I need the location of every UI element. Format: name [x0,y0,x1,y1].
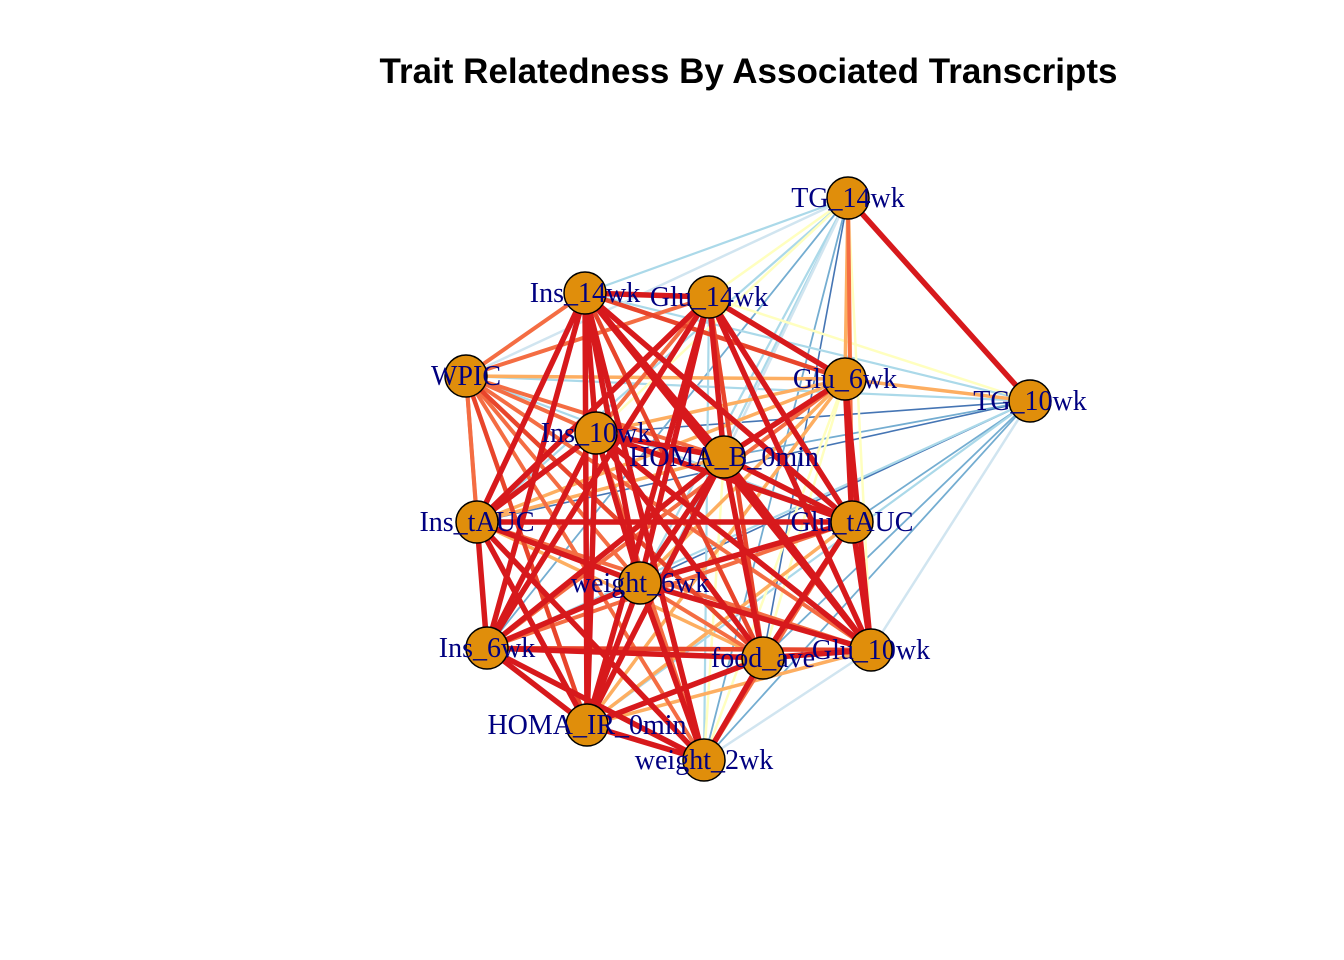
edge-TG_14wk-Ins_14wk [583,196,850,295]
node-WPIC [444,354,488,398]
edge-food_ave-HOMA_IR_0min [584,655,766,728]
edge-Glu_tAUC-HOMA_IR_0min [585,520,854,727]
node-label-Ins_tAUC: Ins_tAUC [419,507,534,538]
node-label-Ins_6wk: Ins_6wk [439,633,535,664]
edge-Glu_14wk-Ins_6wk [484,294,712,651]
node-label-weight_2wk: weight_2wk [635,745,773,776]
chart-title: Trait Relatedness By Associated Transcri… [379,52,1118,91]
node-label-TG_14wk: TG_14wk [791,183,905,214]
edge-Ins_14wk-Ins_tAUC [474,290,588,525]
node-Ins_14wk [563,271,607,315]
edge-TG_14wk-TG_10wk [845,195,1033,404]
node-Ins_10wk [574,411,618,455]
edge-Ins_14wk-Ins_6wk [484,290,588,651]
edge-Ins_6wk-weight_2wk [484,645,707,763]
edge-Ins_tAUC-weight_2wk [474,519,707,763]
node-weight_2wk [682,738,726,782]
node-Glu_10wk [849,628,893,672]
edge-TG_14wk-Glu_10wk [846,196,873,652]
edge-Glu_10wk-weight_2wk [702,648,873,762]
edge-Ins_14wk-food_ave [582,290,766,661]
node-TG_14wk [826,176,870,220]
edge-Ins_10wk-Glu_10wk [593,430,874,653]
edge-HOMA_B_0min-Glu_10wk [721,454,874,653]
node-label-weight_6wk: weight_6wk [571,568,709,599]
edge-Glu_6wk-HOMA_IR_0min [585,377,847,727]
edge-Glu_6wk-HOMA_B_0min [721,376,848,460]
edge-TG_10wk-HOMA_IR_0min [585,399,1032,727]
edge-Ins_tAUC-weight_6wk [474,519,643,586]
edge-Glu_6wk-weight_2wk [702,377,847,762]
node-label-TG_10wk: TG_10wk [973,386,1087,417]
edge-TG_14wk-HOMA_B_0min [722,196,850,459]
label-layer: TG_14wk Ins_14wk Glu_14wk WPIC Glu_6wk TG_10w… [419,183,1086,776]
node-label-Ins_10wk: Ins_10wk [541,418,651,449]
node-HOMA_B_0min [702,435,746,479]
edge-Glu_14wk-Ins_tAUC [474,294,712,525]
node-label-HOMA_IR_0min: HOMA_IR_0min [487,710,686,741]
edge-Ins_10wk-weight_6wk [593,430,643,586]
edge-TG_10wk-Glu_10wk [869,399,1032,652]
node-Ins_6wk [465,626,509,670]
edge-TG_10wk-Glu_tAUC [851,400,1031,523]
edge-weight_6wk-Glu_10wk [637,580,874,653]
node-label-food_ave: food_ave [711,643,815,674]
edge-Glu_10wk-HOMA_IR_0min [585,648,873,727]
edge-Ins_10wk-Ins_6wk [484,430,599,651]
node-TG_10wk [1008,379,1052,423]
edge-Glu_14wk-Glu_6wk [706,294,848,382]
edge-WPIC-HOMA_IR_0min [463,373,590,728]
node-label-HOMA_B_0min: HOMA_B_0min [629,442,819,473]
node-label-Glu_tAUC: Glu_tAUC [791,507,914,538]
edge-HOMA_B_0min-Ins_tAUC [475,455,726,524]
node-label-Glu_6wk: Glu_6wk [793,364,897,395]
node-weight_6wk [618,561,662,605]
node-label-Glu_10wk: Glu_10wk [812,635,930,666]
node-label-Ins_14wk: Ins_14wk [530,278,640,309]
edge-HOMA_B_0min-Glu_tAUC [721,454,855,525]
edge-Ins_14wk-WPIC [464,291,587,378]
edge-TG_10wk-Ins_10wk [595,400,1031,434]
edge-Ins_10wk-Ins_tAUC [474,430,599,525]
node-label-Glu_14wk: Glu_14wk [650,282,768,313]
node-Glu_14wk [687,275,731,319]
edge-TG_14wk-Glu_14wk [707,196,850,299]
edge-TG_14wk-Ins_6wk [486,197,849,649]
edge-weight_6wk-Ins_6wk [484,580,643,651]
node-Glu_6wk [823,357,867,401]
edge-WPIC-food_ave [463,373,766,661]
edge-Glu_tAUC-weight_6wk [637,519,855,586]
edge-TG_14wk-weight_2wk [703,197,849,761]
edge-Ins_14wk-TG_10wk [583,291,1032,403]
node-food_ave [741,636,785,680]
node-layer [444,176,1052,782]
node-label-WPIC: WPIC [431,361,501,392]
edge-HOMA_B_0min-food_ave [721,454,766,661]
edge-Glu_14wk-Glu_10wk [706,294,874,653]
edge-Ins_6wk-food_ave [484,645,766,661]
edge-Glu_14wk-TG_10wk [707,295,1032,403]
edge-Ins_10wk-HOMA_IR_0min [584,430,599,728]
edge-weight_6wk-weight_2wk [637,580,707,763]
edge-Glu_14wk-HOMA_B_0min [706,294,727,460]
edge-Glu_14wk-Glu_tAUC [706,294,855,525]
node-HOMA_IR_0min [565,703,609,747]
edge-Glu_tAUC-food_ave [760,519,855,661]
node-Ins_tAUC [455,500,499,544]
edge-Glu_6wk-food_ave [761,377,847,660]
edge-TG_14wk-WPIC [464,196,850,378]
edge-TG_10wk-food_ave [762,400,1031,659]
edge-Glu_6wk-TG_10wk [843,377,1032,403]
node-Glu_tAUC [830,500,874,544]
